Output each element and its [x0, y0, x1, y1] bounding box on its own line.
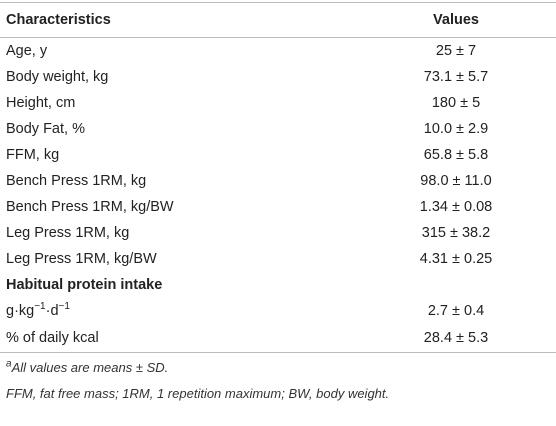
row: g·kg−1·d−1 2.7 ± 0.4: [0, 298, 556, 324]
value-cell: 315 ± 38.2: [421, 225, 491, 241]
label-cell: Height, cm: [6, 95, 76, 111]
value-cell: 98.0 ± 11.0: [420, 173, 492, 189]
data-table: Characteristics Values Age, y 25 ± 7 Body …: [0, 2, 556, 353]
header-cell: Values: [356, 2, 556, 38]
value-cell: 73.1 ± 5.7: [423, 69, 489, 85]
row: Age, y 25 ± 7: [0, 38, 556, 65]
label-cell: g·kg−1·d−1: [0, 298, 356, 324]
label-cell: Leg Press 1RM, kg/BW: [6, 251, 157, 267]
row: FFM, kg 65.8 ± 5.8: [0, 142, 556, 168]
row: Leg Press 1RM, kg/BW 4.31 ± 0.25: [0, 246, 556, 272]
value-cell: 28.4 ± 5.3: [356, 324, 556, 353]
section-label: Habitual protein intake: [6, 277, 163, 293]
label-part: ·d: [45, 303, 59, 319]
footnote-marker: a: [6, 358, 12, 370]
value-cell: 65.8 ± 5.8: [423, 147, 489, 163]
row: % of daily kcal 28.4 ± 5.3: [0, 324, 556, 353]
footnote-text: All values are means ± SD.: [11, 360, 169, 375]
empty-cell: [356, 272, 556, 298]
row: Bench Press 1RM, kg 98.0 ± 11.0: [0, 168, 556, 194]
row: Height, cm 180 ± 5: [0, 90, 556, 116]
header-row: Characteristics Values: [0, 2, 556, 38]
row: Body Fat, % 10.0 ± 2.9: [0, 116, 556, 142]
superscript: −1: [34, 301, 46, 313]
header-cell: Characteristics: [0, 2, 356, 38]
label-cell: Body weight, kg: [6, 69, 109, 85]
label-cell: Bench Press 1RM, kg/BW: [6, 199, 174, 215]
label-part: g·kg: [6, 303, 35, 319]
value-cell: 1.34 ± 0.08: [419, 199, 493, 215]
section-row: Habitual protein intake: [0, 272, 556, 298]
footnote: aAll values are means ± SD.: [6, 358, 169, 375]
value-cell: 25 ± 7: [435, 43, 477, 59]
superscript: −1: [58, 301, 70, 313]
row: Bench Press 1RM, kg/BW 1.34 ± 0.08: [0, 194, 556, 220]
label-cell: Body Fat, %: [6, 121, 85, 137]
value-cell: 10.0 ± 2.9: [423, 121, 489, 137]
label-cell: Leg Press 1RM, kg: [6, 225, 130, 241]
label-cell: Bench Press 1RM, kg: [6, 173, 147, 189]
label-cell: % of daily kcal: [0, 324, 356, 353]
label-cell: Age, y: [6, 43, 48, 59]
row: Leg Press 1RM, kg 315 ± 38.2: [0, 220, 556, 246]
footnote: FFM, fat free mass; 1RM, 1 repetition ma…: [6, 386, 390, 401]
value-cell: 2.7 ± 0.4: [427, 303, 485, 319]
label-cell: FFM, kg: [6, 147, 60, 163]
value-cell: 180 ± 5: [431, 95, 481, 111]
value-cell: 4.31 ± 0.25: [419, 251, 493, 267]
row: Body weight, kg 73.1 ± 5.7: [0, 64, 556, 90]
